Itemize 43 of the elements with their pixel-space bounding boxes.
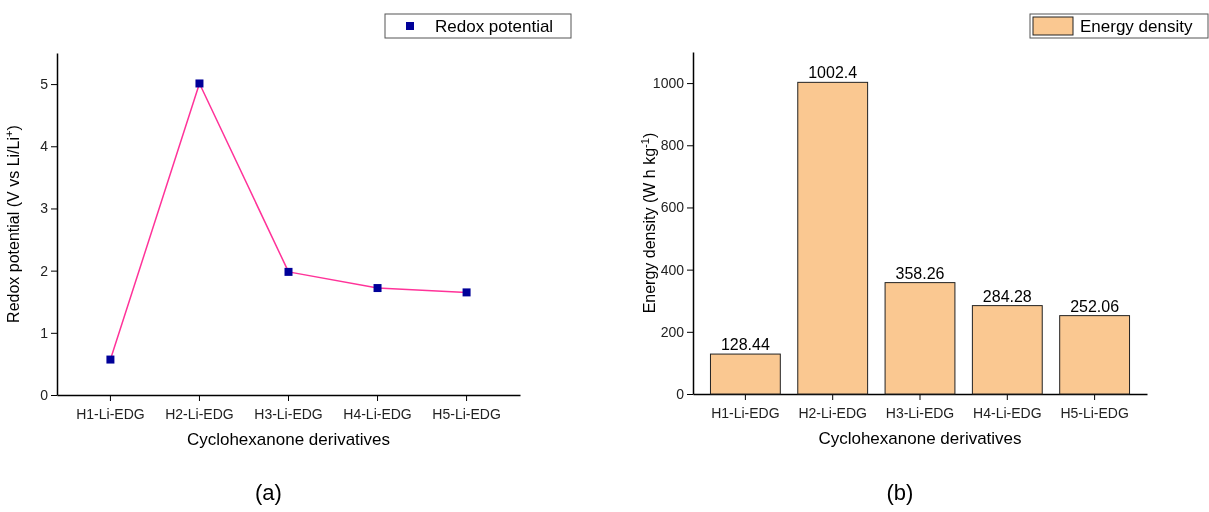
legend-label: Energy density [1080,17,1193,36]
x-tick-label: H1-Li-EDG [76,406,145,423]
x-tick-label: H2-Li-EDG [798,405,867,422]
point [284,267,293,276]
y-tick-label: 1000 [652,75,685,92]
y-tick-label: 2 [40,262,49,279]
point [462,288,471,297]
y-tick-label: 800 [660,137,685,154]
x-tick-label: H4-Li-EDG [973,405,1042,422]
y-tick-label: 200 [660,323,685,340]
data-label: 284.28 [982,287,1032,305]
bar [709,353,781,395]
point [106,355,115,364]
y-tick-label: 400 [660,261,685,278]
text: (b) [886,480,914,505]
bar [1059,315,1131,395]
point [373,284,382,293]
legend-label: Redox potential [435,17,554,36]
y-tick-label: 0 [676,385,685,402]
x-tick-label: H5-Li-EDG [1060,405,1129,422]
y-tick-label: 600 [660,199,685,216]
data-label: 128.44 [720,336,770,354]
x-tick-label: H3-Li-EDG [254,406,323,423]
x-axis-title: Cyclohexanone derivatives [186,430,391,449]
data-label: 1002.4 [808,64,858,82]
bar [797,81,869,395]
point [195,79,204,88]
x-tick-label: H4-Li-EDG [343,406,412,423]
x-tick-label: H1-Li-EDG [711,405,780,422]
y-tick-label: 4 [40,138,49,155]
y-tick-label: 0 [40,386,49,403]
y-tick-label: 1 [40,324,49,341]
x-axis-title: Cyclohexanone derivatives [818,429,1022,448]
x-tick-label: H5-Li-EDG [432,406,501,423]
data-label: 252.06 [1070,297,1120,315]
x-tick-label: H2-Li-EDG [165,406,234,423]
data-label: 358.26 [895,264,945,282]
bar [884,282,956,395]
x-tick-label: H3-Li-EDG [885,405,955,422]
text: (a) [255,480,282,505]
y-tick-label: 5 [40,76,49,93]
bar [971,305,1043,395]
y-tick-label: 3 [40,200,49,217]
